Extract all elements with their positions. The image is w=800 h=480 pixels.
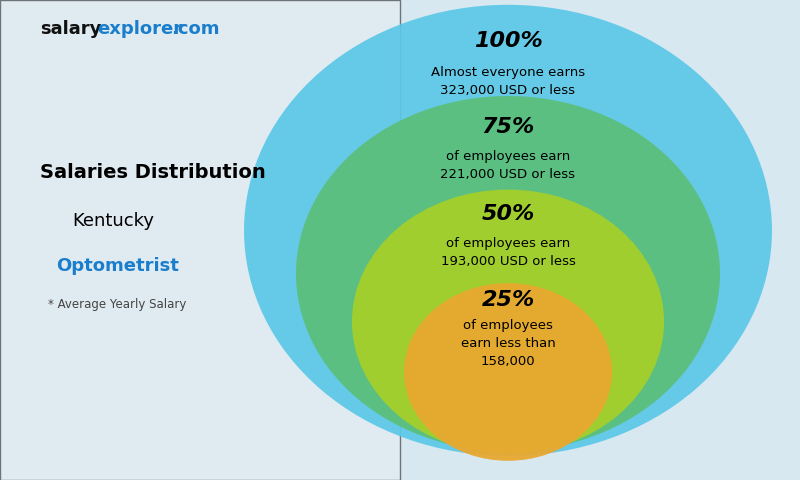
Ellipse shape bbox=[404, 283, 612, 461]
Text: Almost everyone earns
323,000 USD or less: Almost everyone earns 323,000 USD or les… bbox=[431, 66, 585, 97]
FancyBboxPatch shape bbox=[0, 0, 400, 480]
Text: 75%: 75% bbox=[482, 117, 534, 137]
Text: explorer: explorer bbox=[98, 20, 182, 38]
Text: Salaries Distribution: Salaries Distribution bbox=[40, 163, 266, 182]
Text: 25%: 25% bbox=[482, 290, 534, 310]
Text: salary: salary bbox=[40, 20, 102, 38]
Text: * Average Yearly Salary: * Average Yearly Salary bbox=[48, 298, 186, 312]
Text: Kentucky: Kentucky bbox=[72, 212, 154, 230]
Ellipse shape bbox=[296, 96, 720, 451]
Text: 100%: 100% bbox=[474, 31, 542, 51]
Text: Optometrist: Optometrist bbox=[56, 257, 179, 276]
Text: of employees earn
193,000 USD or less: of employees earn 193,000 USD or less bbox=[441, 237, 575, 267]
Text: of employees earn
221,000 USD or less: of employees earn 221,000 USD or less bbox=[441, 150, 575, 181]
Ellipse shape bbox=[244, 5, 772, 456]
Ellipse shape bbox=[352, 190, 664, 454]
Text: .com: .com bbox=[171, 20, 220, 38]
Text: 50%: 50% bbox=[482, 204, 534, 224]
Text: of employees
earn less than
158,000: of employees earn less than 158,000 bbox=[461, 319, 555, 368]
